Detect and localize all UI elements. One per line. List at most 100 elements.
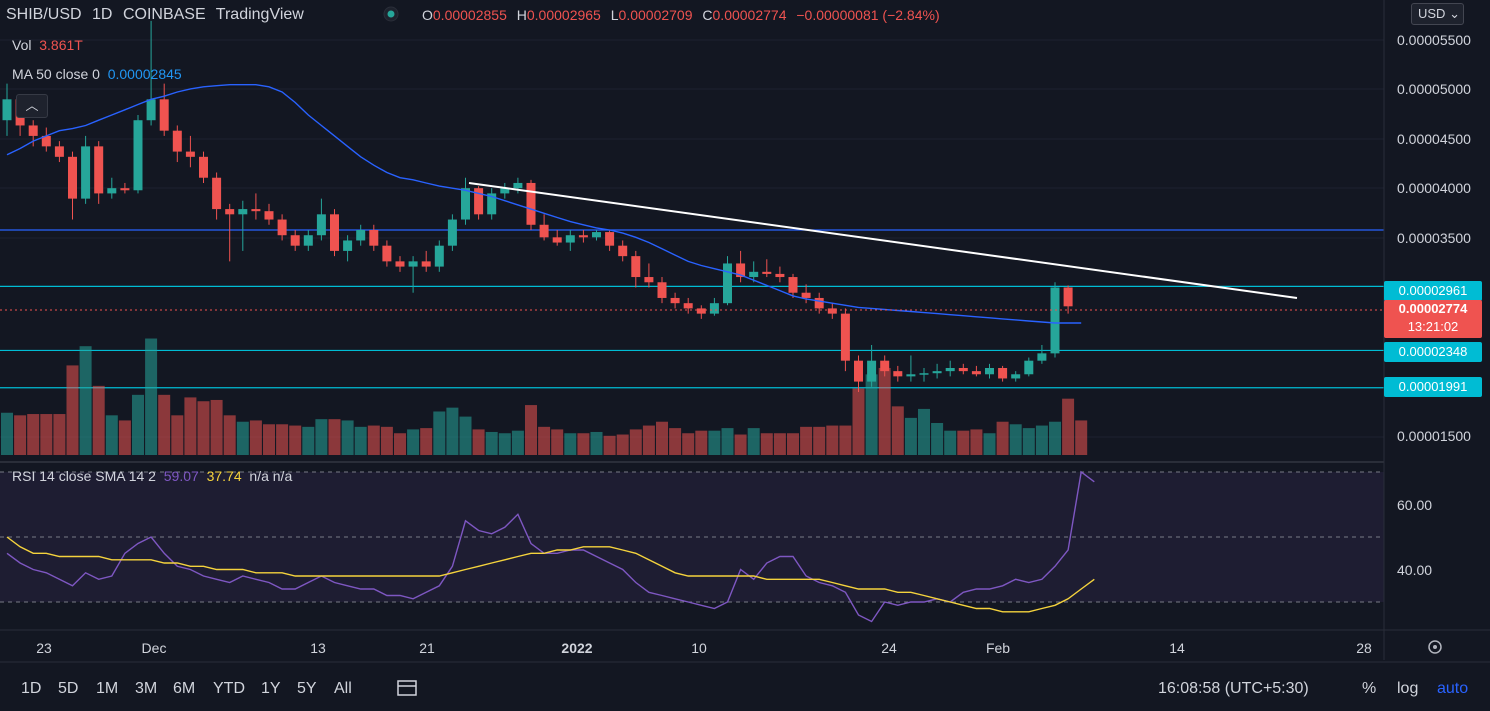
candle-body bbox=[356, 230, 366, 241]
candle-body bbox=[461, 188, 470, 220]
candle-body bbox=[880, 360, 890, 372]
timezone-clock[interactable]: 16:08:58 (UTC+5:30) bbox=[1158, 680, 1309, 697]
candle-body bbox=[225, 209, 235, 215]
ma-legend[interactable]: MA 50 close 0 0.00002845 bbox=[12, 66, 182, 82]
time-tick: Feb bbox=[985, 640, 1011, 656]
volume-bar bbox=[1, 412, 13, 455]
candle-body bbox=[395, 261, 405, 267]
candle-body bbox=[526, 182, 536, 225]
range-5d-button[interactable]: 5D bbox=[58, 680, 79, 697]
rsi-sma-line bbox=[6, 536, 1095, 613]
range-3m-button[interactable]: 3M bbox=[135, 680, 158, 697]
settings-gear-icon[interactable] bbox=[1428, 640, 1442, 654]
candle-body bbox=[238, 209, 248, 215]
volume-bar bbox=[354, 426, 367, 455]
time-tick: 23 bbox=[36, 640, 52, 656]
ohlc-values: O0.00002855 H0.00002965 L0.00002709 C0.0… bbox=[422, 7, 940, 23]
volume-bar bbox=[472, 429, 485, 455]
current-price-pill: 0.00002774 13:21:02 bbox=[1384, 300, 1482, 338]
candle-body bbox=[552, 237, 562, 243]
volume-bar bbox=[511, 430, 524, 455]
volume-bar bbox=[590, 431, 603, 455]
candle-body bbox=[945, 368, 955, 372]
range-1y-button[interactable]: 1Y bbox=[261, 680, 281, 697]
rsi-legend[interactable]: RSI 14 close SMA 14 2 59.07 37.74 n/a n/… bbox=[12, 468, 293, 484]
volume-bar bbox=[145, 338, 158, 455]
volume-bar bbox=[302, 426, 315, 455]
candle-body bbox=[408, 261, 418, 267]
volume-bar bbox=[551, 429, 564, 455]
candle-body bbox=[618, 245, 628, 257]
currency-select[interactable]: USD ⌄ bbox=[1411, 3, 1464, 25]
range-1d-button[interactable]: 1D bbox=[21, 680, 42, 697]
interval[interactable]: 1D bbox=[92, 6, 113, 23]
candle-body bbox=[264, 211, 274, 220]
high-value: 0.00002965 bbox=[526, 7, 601, 23]
range-all-button[interactable]: All bbox=[334, 680, 352, 697]
log-toggle[interactable]: log bbox=[1397, 680, 1419, 697]
volume-bar bbox=[525, 405, 537, 455]
candle-body bbox=[28, 125, 38, 136]
volume-bar bbox=[577, 433, 590, 455]
candle-body bbox=[382, 245, 392, 262]
time-tick: 10 bbox=[691, 640, 707, 656]
candle-body bbox=[565, 235, 575, 243]
candle-body bbox=[709, 303, 719, 314]
candle-body bbox=[998, 368, 1008, 379]
volume-bar bbox=[394, 433, 406, 455]
candle-body bbox=[500, 188, 510, 194]
level-pill: 0.00002348 bbox=[1384, 342, 1482, 362]
volume-bar bbox=[420, 428, 433, 455]
time-tick: 28 bbox=[1356, 640, 1372, 656]
candle-body bbox=[199, 156, 208, 178]
candle-body bbox=[172, 130, 182, 152]
candle-body bbox=[330, 214, 339, 251]
volume-bar bbox=[891, 406, 904, 455]
percent-toggle[interactable]: % bbox=[1362, 680, 1377, 697]
price-tick: 0.00001500 bbox=[1397, 428, 1471, 444]
volume-bar bbox=[118, 420, 131, 455]
candle-body bbox=[788, 277, 798, 293]
volume-bar bbox=[249, 420, 262, 455]
rsi-tick: 60.00 bbox=[1397, 497, 1433, 513]
volume-bar bbox=[682, 433, 695, 455]
price-tick: 0.00005000 bbox=[1397, 81, 1471, 97]
candle-body bbox=[749, 271, 759, 278]
volume-bar bbox=[210, 399, 223, 455]
range-5y-button[interactable]: 5Y bbox=[297, 680, 317, 697]
volume-legend[interactable]: Vol 3.861T bbox=[12, 37, 83, 53]
volume-bar bbox=[158, 394, 171, 455]
candle-body bbox=[592, 232, 601, 238]
candle-body bbox=[1050, 287, 1060, 354]
volume-bar bbox=[787, 433, 799, 455]
candle-body bbox=[867, 360, 877, 382]
volume-bar bbox=[944, 430, 957, 455]
symbol-header[interactable]: SHIB/USD 1D COINBASE TradingView bbox=[6, 6, 310, 24]
collapse-legend-button[interactable]: ︿ bbox=[16, 94, 48, 118]
candle-body bbox=[971, 371, 981, 375]
auto-toggle[interactable]: auto bbox=[1437, 680, 1469, 697]
volume-bar bbox=[263, 424, 275, 455]
level-pill: 0.00002961 bbox=[1384, 281, 1482, 301]
volume-bar bbox=[839, 425, 852, 455]
symbol[interactable]: SHIB/USD bbox=[6, 6, 82, 23]
candle-body bbox=[81, 146, 91, 199]
range-ytd-button[interactable]: YTD bbox=[213, 680, 245, 697]
volume-bar bbox=[328, 419, 341, 455]
compare-calendar-icon[interactable] bbox=[397, 680, 417, 696]
candle-body bbox=[631, 256, 641, 278]
trendline[interactable] bbox=[468, 181, 1298, 299]
candle-body bbox=[657, 282, 667, 298]
candle-body bbox=[670, 297, 680, 304]
candle-body bbox=[1037, 353, 1047, 361]
volume-bar bbox=[564, 433, 577, 455]
volume-bar bbox=[1062, 398, 1075, 455]
range-1m-button[interactable]: 1M bbox=[96, 680, 119, 697]
volume-bar bbox=[656, 421, 668, 455]
volume-bar bbox=[433, 411, 446, 455]
range-6m-button[interactable]: 6M bbox=[173, 680, 196, 697]
volume-bar bbox=[983, 433, 996, 455]
volume-bar bbox=[276, 424, 289, 455]
volume-bar bbox=[826, 425, 839, 455]
